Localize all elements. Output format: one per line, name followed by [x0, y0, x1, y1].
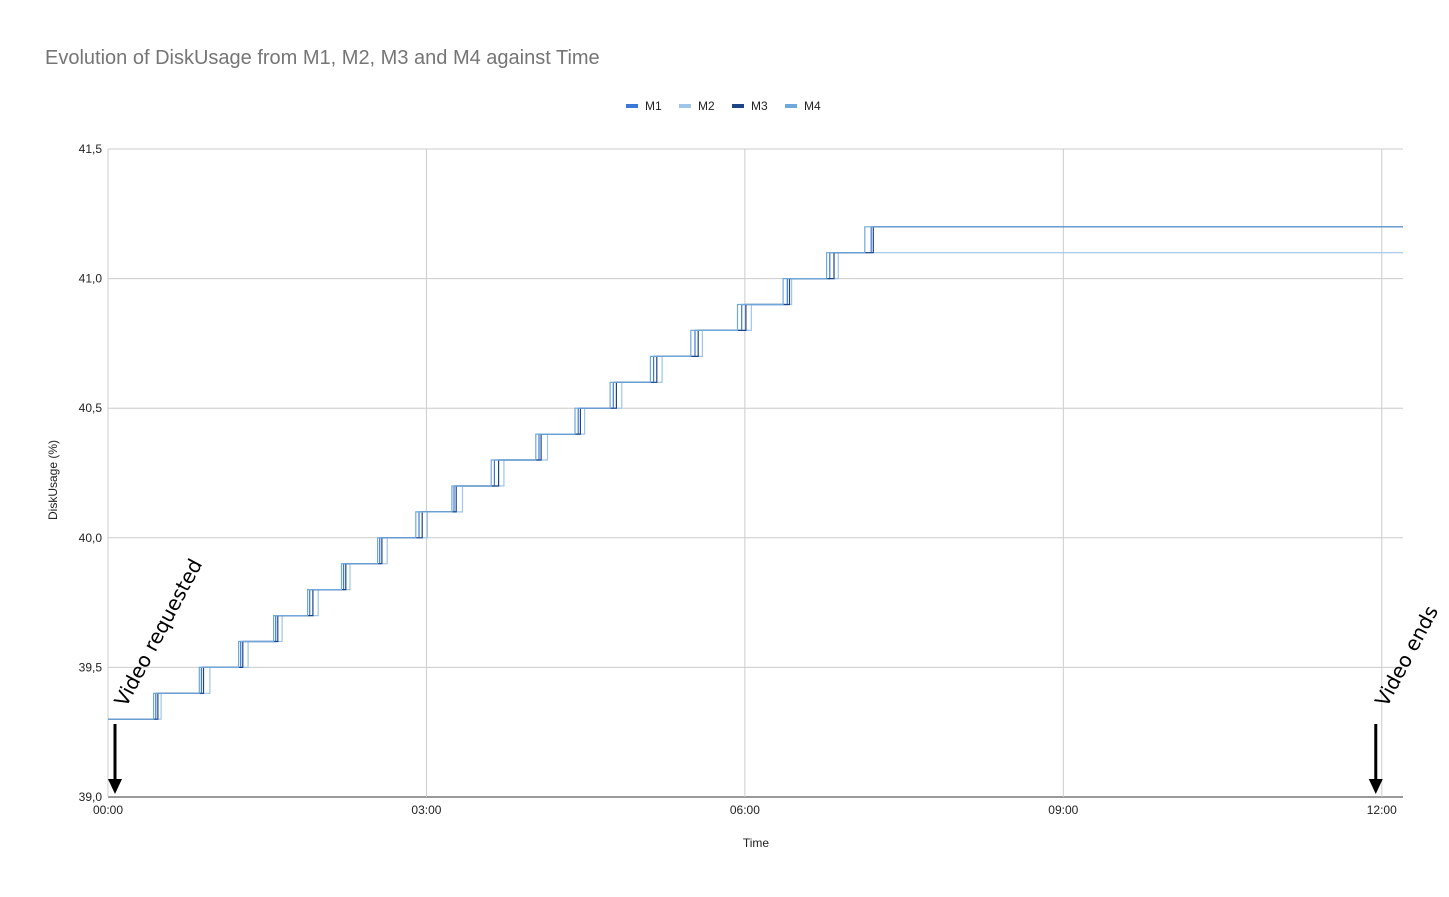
y-tick-label: 39,0 [79, 790, 103, 804]
series-line-m1 [108, 226, 1403, 720]
series-line-m4 [108, 226, 1403, 720]
x-tick-label: 03:00 [411, 803, 441, 817]
series-line-m2 [108, 252, 1403, 720]
legend-label: M4 [804, 99, 821, 113]
y-tick-label: 39,5 [79, 660, 103, 674]
annotation-label: Video ends [1370, 602, 1443, 711]
legend: M1 M2 M3 M4 [626, 99, 821, 113]
y-tick-label: 40,5 [79, 401, 103, 415]
annotation-arrow-head [1368, 779, 1383, 794]
legend-swatch [785, 104, 797, 108]
x-axis-ticks: 00:00 03:00 06:00 09:00 12:00 [93, 803, 1397, 817]
series-lines [108, 226, 1403, 720]
annotation-arrow-head [108, 779, 122, 794]
legend-item-m3: M3 [732, 99, 768, 113]
y-axis-ticks: 39,0 39,5 40,0 40,5 41,0 41,5 [79, 142, 103, 804]
legend-item-m2: M2 [679, 99, 715, 113]
legend-label: M3 [751, 99, 768, 113]
legend-item-m4: M4 [785, 99, 821, 113]
legend-swatch [626, 104, 638, 108]
legend-label: M1 [645, 99, 662, 113]
x-tick-label: 09:00 [1048, 803, 1078, 817]
x-axis-title: Time [743, 836, 770, 850]
x-tick-label: 00:00 [93, 803, 123, 817]
chart-title: Evolution of DiskUsage from M1, M2, M3 a… [45, 47, 600, 69]
legend-swatch [732, 104, 744, 108]
y-tick-label: 40,0 [79, 531, 103, 545]
gridlines [107, 148, 1403, 798]
y-tick-label: 41,5 [79, 142, 103, 156]
legend-swatch [679, 104, 691, 108]
annotation-label: Video requested [109, 555, 207, 711]
y-tick-label: 41,0 [79, 272, 103, 286]
legend-item-m1: M1 [626, 99, 662, 113]
legend-label: M2 [698, 99, 715, 113]
series-line-m3 [108, 226, 1403, 720]
x-tick-label: 12:00 [1367, 803, 1397, 817]
x-tick-label: 06:00 [730, 803, 760, 817]
annotations: Video requested Video ends [108, 555, 1443, 794]
y-axis-title: DiskUsage (%) [46, 440, 60, 520]
annotation-video-requested: Video requested [108, 555, 207, 794]
annotation-video-ends: Video ends [1368, 602, 1443, 794]
